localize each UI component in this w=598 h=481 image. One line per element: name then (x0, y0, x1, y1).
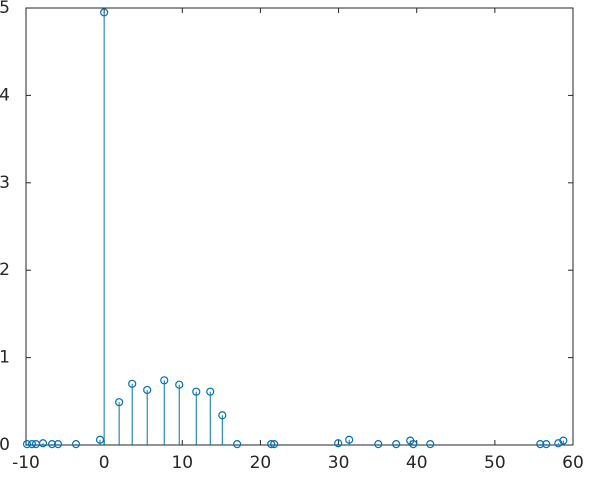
stem-marker (542, 440, 551, 449)
stem-marker (536, 440, 545, 449)
stem-marker (175, 380, 184, 389)
stem-marker (22, 440, 32, 449)
stem-marker (426, 440, 435, 449)
y-tick-label: 0 (0, 435, 10, 455)
y-tick-label: 0.2 (0, 260, 10, 280)
stem-marker (143, 385, 152, 395)
x-tick-label: 30 (328, 453, 350, 473)
y-tick-label: 0.3 (0, 173, 10, 193)
stem-marker (206, 387, 215, 396)
x-tick-label: 60 (562, 453, 584, 473)
axes-box (25, 7, 574, 446)
y-tick-label: 0.5 (0, 0, 10, 18)
stem-marker (559, 436, 568, 445)
stem-marker (47, 440, 57, 449)
stem-marker (334, 439, 343, 448)
stem-marker (71, 440, 81, 449)
x-tick-label: 10 (171, 453, 193, 473)
stem-marker (160, 376, 169, 385)
stem-marker (392, 440, 401, 449)
stem-marker (374, 440, 383, 449)
stem-marker (115, 398, 124, 407)
x-tick-label: 0 (99, 453, 110, 473)
stem-marker (233, 440, 242, 449)
stem-marker (270, 440, 279, 449)
stem-marker (192, 387, 201, 396)
stem-marker (554, 439, 563, 448)
stem-marker (53, 440, 63, 449)
stem-marker (128, 379, 137, 388)
stem-marker (38, 439, 48, 448)
stem-marker (345, 435, 354, 444)
y-tick-label: 0.1 (0, 348, 10, 368)
stem-marker (100, 8, 109, 17)
y-tick-label: 0.4 (0, 85, 10, 105)
x-tick-label: 40 (406, 453, 428, 473)
x-tick-label: 20 (250, 453, 272, 473)
x-tick-label: 50 (484, 453, 506, 473)
stem-marker (95, 435, 105, 444)
x-tick-label: -10 (12, 453, 40, 473)
stem-marker (218, 411, 227, 420)
stem-marker (409, 440, 418, 449)
